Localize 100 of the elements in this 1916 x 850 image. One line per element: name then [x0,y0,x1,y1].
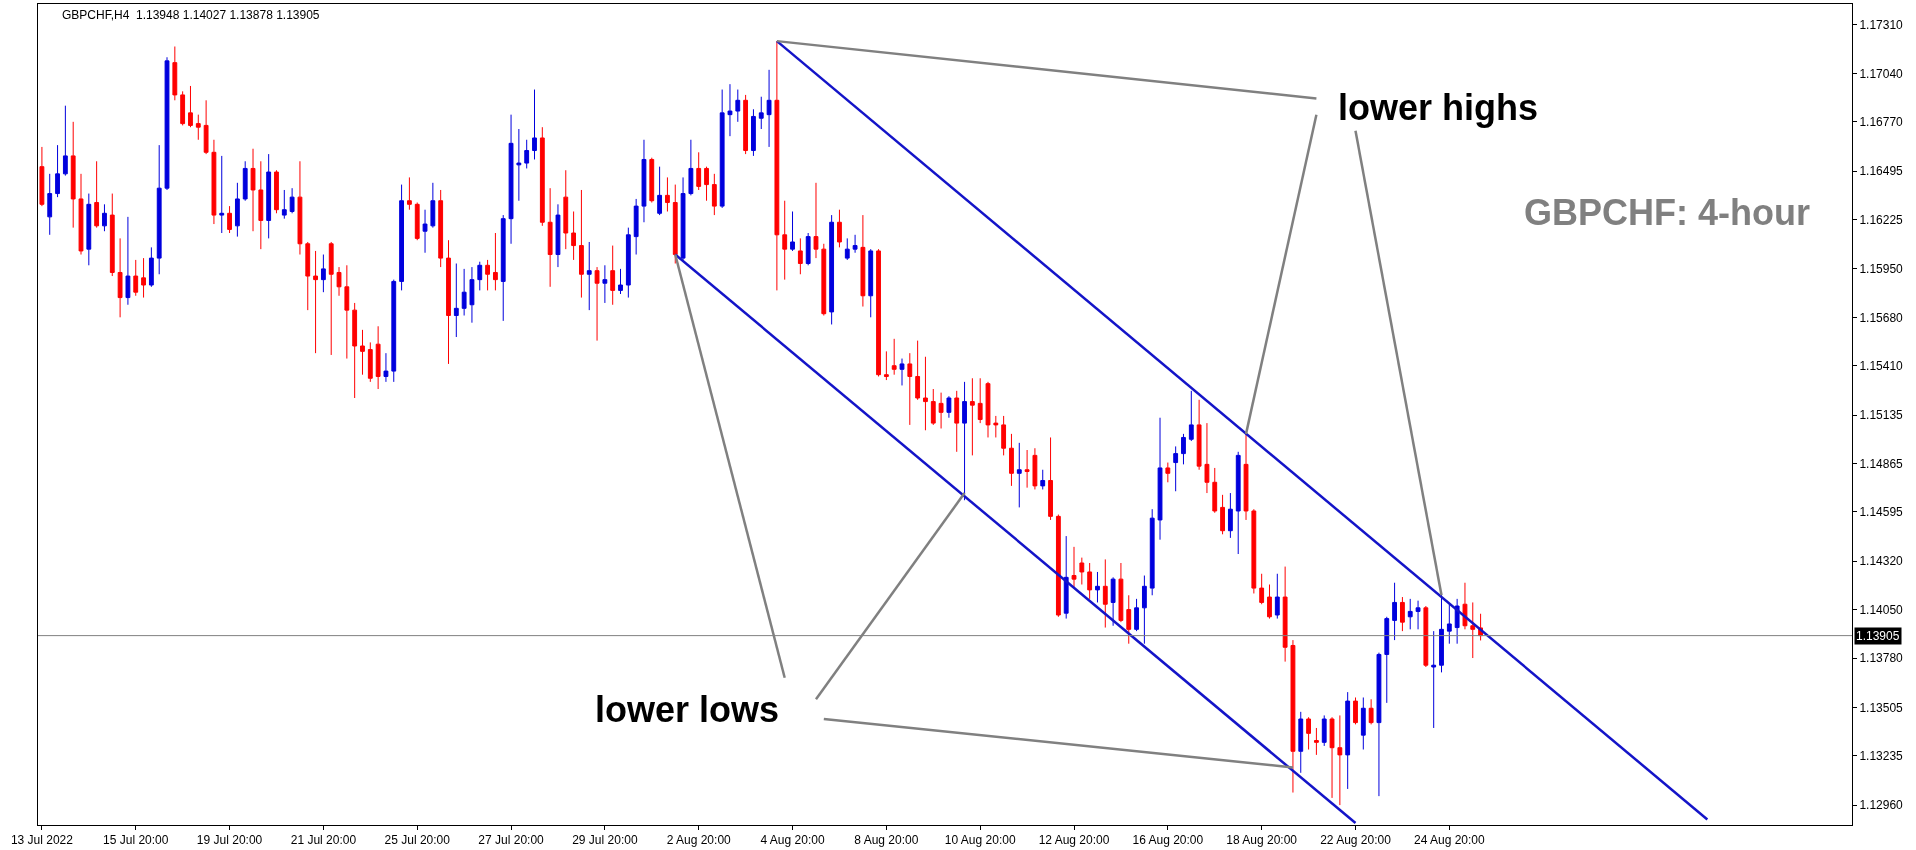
candlestick [1196,399,1202,471]
candlestick [274,169,279,214]
candlestick [1227,492,1233,539]
y-tick-label: 1.15135 [1859,408,1904,423]
y-tick-label: 1.16495 [1859,164,1904,179]
x-tick-label: 15 Jul 20:00 [103,833,169,848]
candlestick [414,202,420,241]
candlestick [219,155,225,234]
candlestick [962,381,967,501]
candlestick [313,250,318,354]
candlestick [399,184,404,291]
x-tick-label: 29 Jul 20:00 [572,833,638,848]
y-tick-label: 1.14050 [1859,602,1904,617]
candlestick [305,241,311,311]
candlestick [297,160,303,256]
candlestick [188,85,193,128]
y-tick-label: 1.16225 [1859,212,1904,227]
candlestick [930,388,936,426]
y-tick-label: 1.15680 [1859,310,1904,325]
candlestick [860,214,866,308]
candlestick [1063,535,1069,620]
candlestick [1157,417,1163,541]
x-tick-label: 13 Jul 2022 [10,833,74,848]
candlestick [1376,652,1382,797]
candlestick [141,257,146,299]
candlestick [1423,605,1429,668]
candlestick [883,350,889,381]
candlestick [852,234,858,254]
candlestick [336,266,342,297]
candlestick [602,264,608,304]
candlestick [164,56,170,191]
candlestick [203,99,209,155]
candlestick [1431,630,1437,729]
candlestick [1321,714,1327,747]
x-tick-label: 27 Jul 20:00 [478,833,545,848]
candlestick [969,377,975,456]
candlestick [610,245,616,306]
annotation: lower highs [1338,87,1539,128]
candlestick [211,139,217,225]
candlestick [1204,422,1210,494]
candlestick [1212,467,1218,514]
candlestick [1399,596,1405,632]
candlestick [1134,598,1139,632]
candlestick [985,381,991,438]
candlestick [516,128,522,202]
candlestick [1024,449,1030,489]
x-tick-label: 21 Jul 20:00 [290,833,357,848]
candlestick [555,203,561,268]
candlestick [492,232,498,291]
candlestick [805,232,811,266]
candlestick [625,227,631,299]
candlestick [446,239,451,365]
candlestick [868,248,874,318]
candlestick [422,209,428,254]
candlestick [829,214,835,325]
candlestick [406,176,412,211]
candlestick [1110,576,1116,627]
candlestick [156,144,162,275]
candlestick [242,160,248,202]
candlestick [383,352,389,383]
y-tick-label: 1.14865 [1859,456,1904,471]
candlestick [837,209,842,248]
candlestick [102,203,107,232]
candlestick [633,198,639,256]
candlestick [86,193,92,266]
candlestick [1337,714,1343,806]
candlestick [923,356,928,431]
candlestick [899,358,905,386]
candlestick [1102,558,1108,629]
x-tick-label: 8 Aug 20:00 [854,833,919,848]
candlestick [289,187,295,214]
candlestick [1173,445,1179,492]
candlestick [94,160,100,229]
candlestick [375,325,381,390]
candlestick [938,392,944,429]
candlestick [891,338,897,376]
candlestick [704,166,709,202]
candlestick [195,114,201,141]
candlestick [649,157,655,204]
y-tick-label: 1.13235 [1859,748,1904,763]
candlestick [320,254,326,293]
candlestick [508,114,514,245]
candlestick [78,173,84,256]
candlestick [1306,716,1311,750]
candlestick [579,189,584,299]
candlestick [758,96,764,130]
candlestick [258,160,264,250]
candlestick [751,108,756,157]
candlestick [1149,508,1155,596]
candlestick [1353,696,1358,725]
candlestick [281,189,287,220]
candlestick [1079,557,1085,586]
candlestick [352,302,358,399]
candlestick [711,173,717,216]
candlestick [977,377,983,424]
candlestick [907,352,913,426]
candlestick [47,173,53,236]
candlestick [563,169,569,250]
candlestick [539,126,545,227]
candlestick [1282,566,1288,663]
